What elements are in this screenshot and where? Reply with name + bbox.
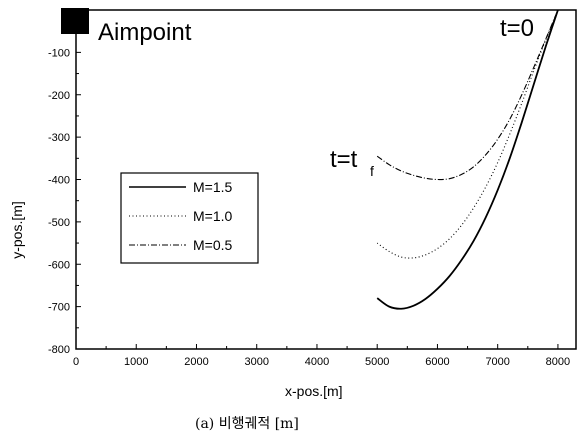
t-start-label: t=0 <box>500 15 534 42</box>
y-tick-label: -600 <box>48 259 70 271</box>
y-axis-label: y-pos.[m] <box>9 201 25 259</box>
legend-label-m10: M=1.0 <box>193 208 233 224</box>
legend-box <box>120 172 259 264</box>
x-axis-label: x-pos.[m] <box>285 383 343 399</box>
y-tick-label: -300 <box>48 132 70 144</box>
t-final-base: t=t <box>330 146 358 173</box>
y-tick-label: -100 <box>48 47 70 59</box>
t-final-label: t=t f <box>330 146 374 179</box>
x-tick-label: 2000 <box>184 356 208 368</box>
legend-label-m15: M=1.5 <box>193 179 233 195</box>
x-tick-label: 5000 <box>365 356 389 368</box>
x-tick-label: 6000 <box>425 356 449 368</box>
series-group <box>376 9 559 310</box>
axis-ticks: 0 1000 2000 3000 4000 5000 6000 7000 8000 -800 -70… <box>48 30 570 368</box>
x-tick-label: 4000 <box>305 356 329 368</box>
x-tick-label: 1000 <box>124 356 148 368</box>
aimpoint-marker <box>61 8 89 34</box>
y-tick-label: -400 <box>48 175 70 187</box>
legend: M=1.5 M=1.0 M=0.5 <box>120 172 259 264</box>
x-tick-label: 3000 <box>244 356 268 368</box>
x-tick-label: 0 <box>73 356 79 368</box>
y-tick-label: -800 <box>48 344 70 356</box>
legend-label-m05: M=0.5 <box>193 237 233 253</box>
y-tick-label: -700 <box>48 302 70 314</box>
t-final-sub: f <box>370 163 374 179</box>
y-tick-label: -200 <box>48 90 70 102</box>
series-m05 <box>376 9 559 181</box>
series-m15 <box>376 9 559 310</box>
aimpoint-label: Aimpoint <box>98 19 192 46</box>
x-tick-label: 8000 <box>546 356 570 368</box>
y-tick-label: -500 <box>48 217 70 229</box>
x-tick-label: 7000 <box>485 356 509 368</box>
series-m10 <box>376 9 559 259</box>
figure-caption: (a) 비행궤적 [m] <box>195 416 299 432</box>
